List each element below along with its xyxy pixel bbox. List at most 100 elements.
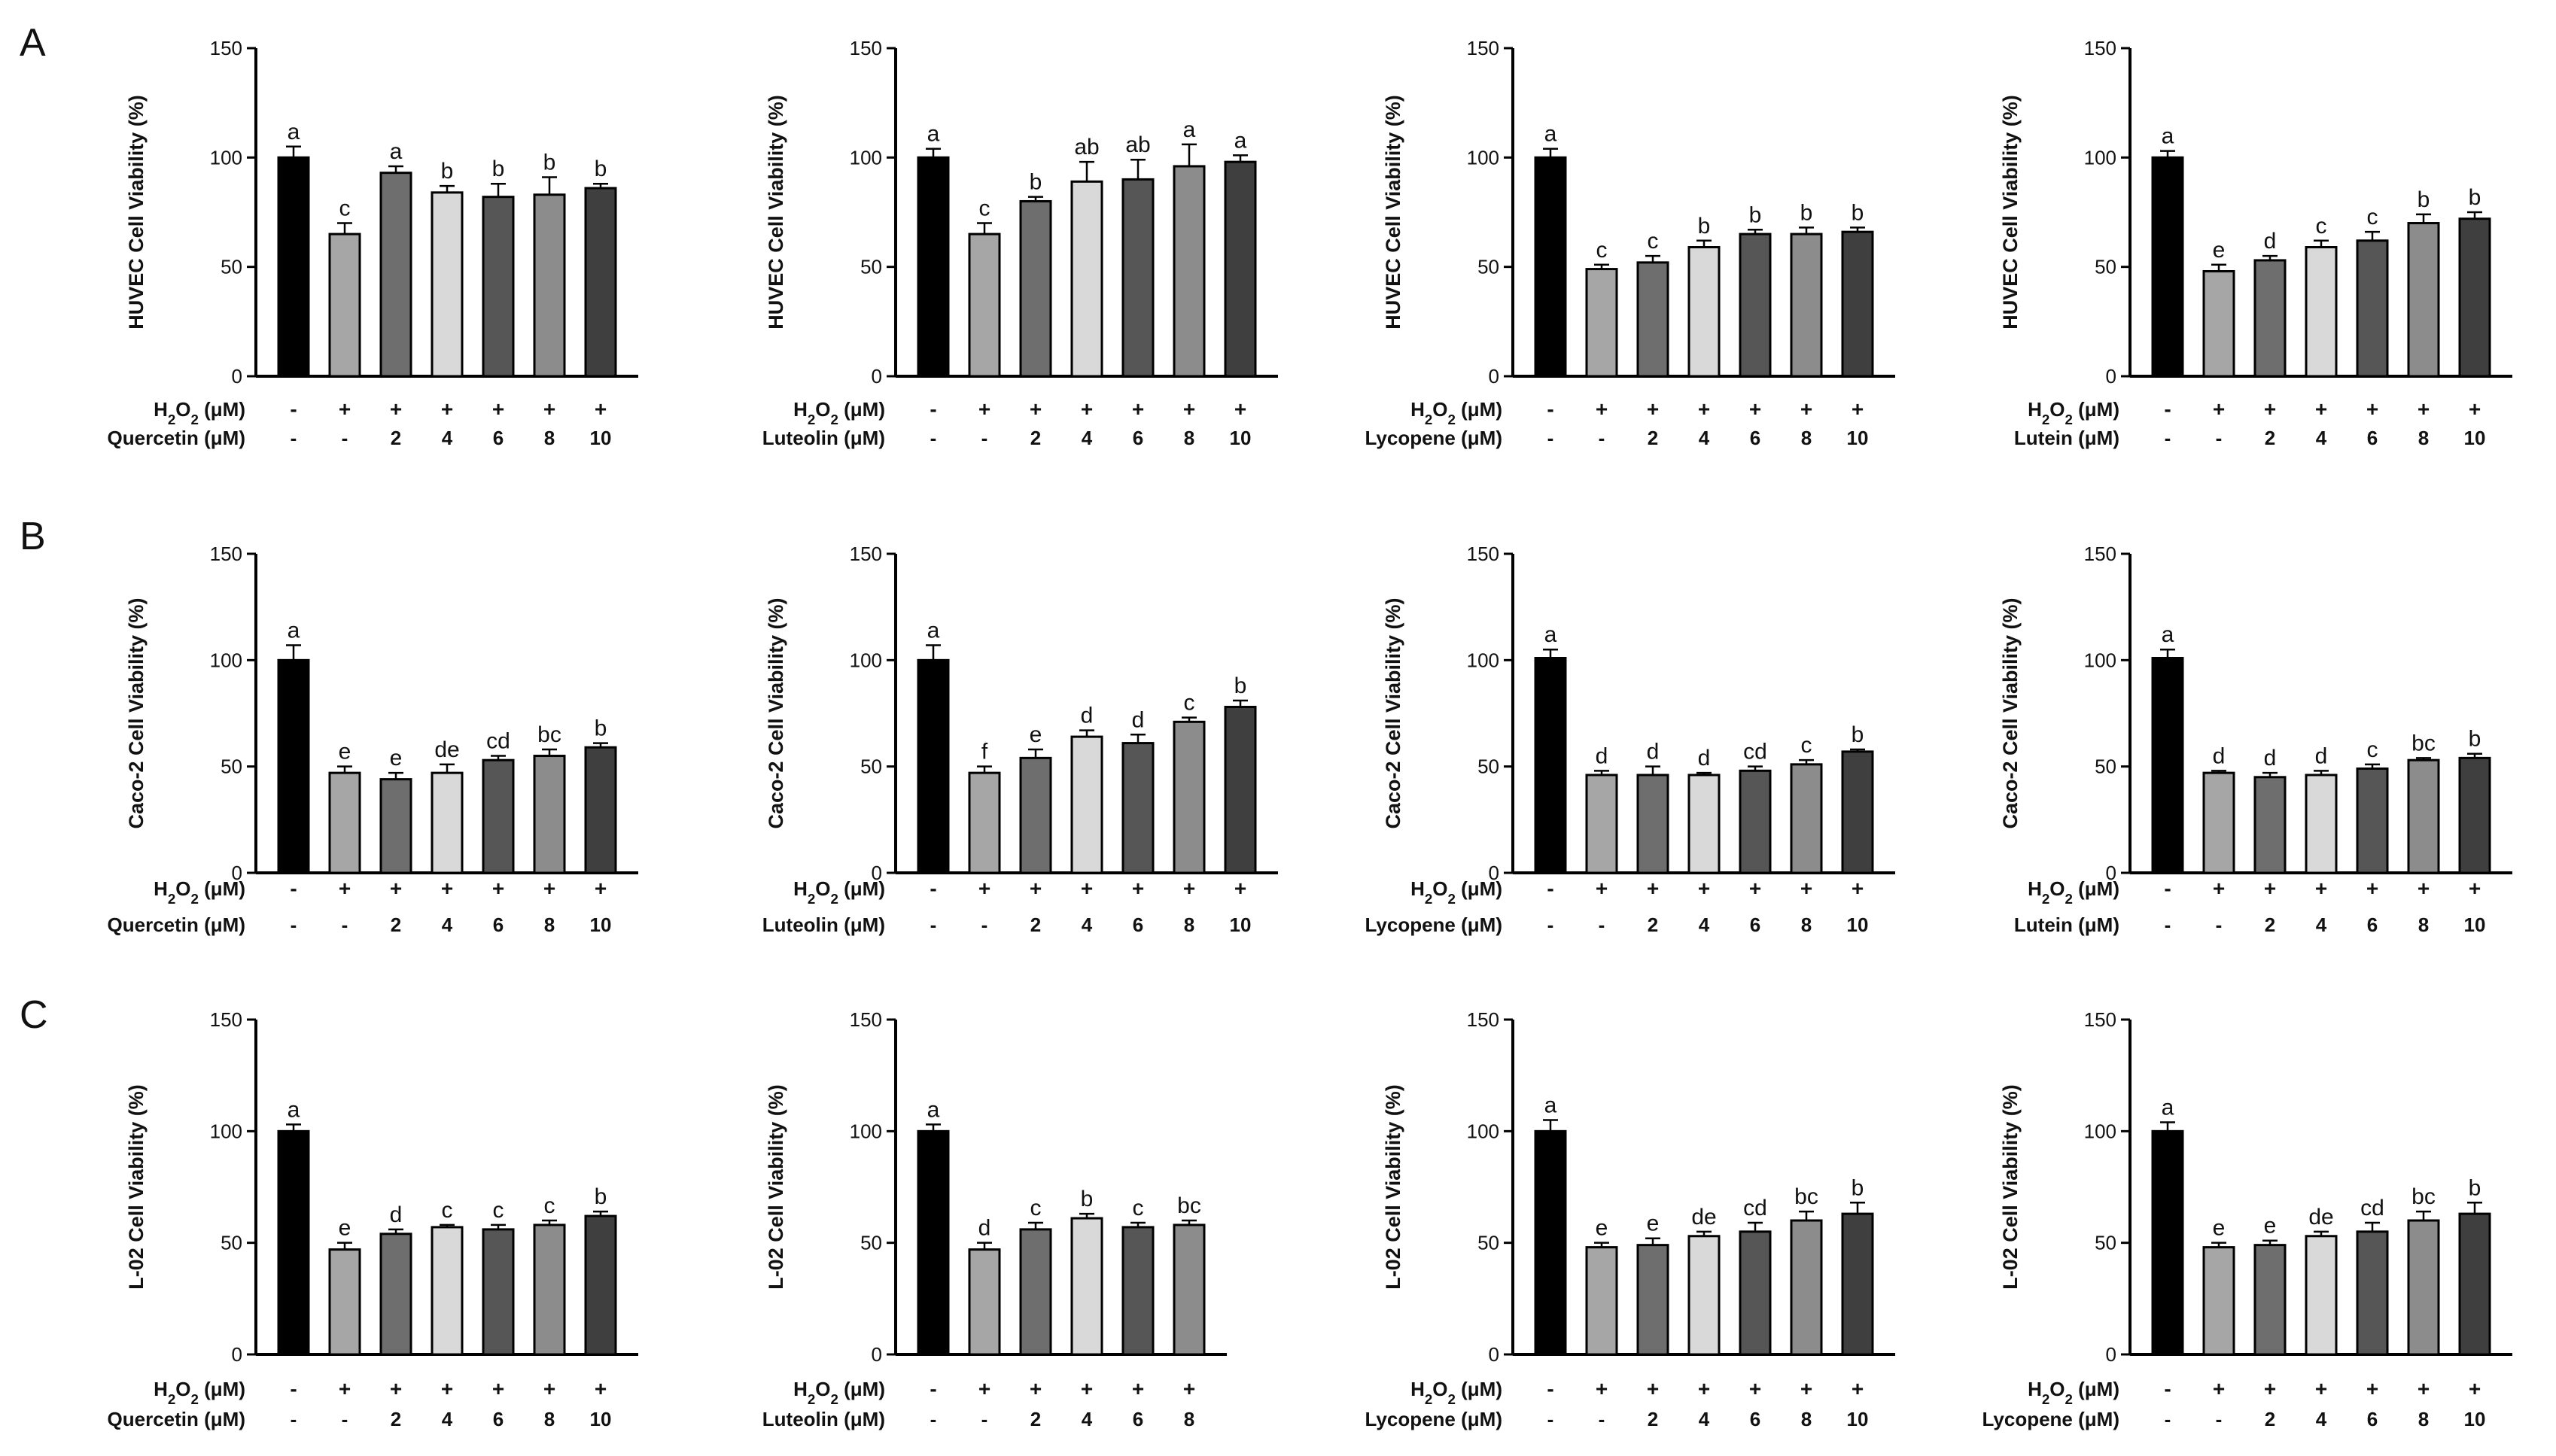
significance-letter: b: [492, 157, 505, 181]
h2o2-sign: +: [1749, 397, 1761, 421]
significance-letter: e: [2213, 1216, 2226, 1241]
h2o2-sign: +: [339, 1377, 351, 1400]
compound-dose: 6: [493, 913, 504, 936]
bar: [1173, 720, 1206, 874]
treatment-row-label: H2O2 (μM): [154, 1378, 245, 1407]
bar: [917, 156, 950, 378]
compound-dose: 6: [1133, 913, 1143, 936]
h2o2-sign: +: [2469, 877, 2481, 900]
y-tick-label: 50: [2095, 256, 2116, 278]
h2o2-sign: +: [2418, 877, 2430, 900]
compound-dose: 4: [1699, 913, 1710, 936]
bar: [533, 755, 566, 874]
significance-letter: b: [595, 716, 607, 741]
bar: [2458, 1212, 2491, 1356]
significance-letter: d: [1647, 740, 1660, 764]
bar: [1636, 261, 1669, 378]
y-tick-label: 50: [1477, 256, 1499, 278]
significance-letter: c: [2367, 737, 2378, 762]
compound-dose: 6: [1133, 427, 1143, 449]
significance-letter: b: [1852, 722, 1864, 747]
bar: [968, 233, 1001, 378]
significance-letter: b: [543, 150, 556, 175]
compound-dose: 10: [1230, 913, 1252, 936]
h2o2-sign: +: [2213, 1377, 2225, 1400]
bar: [1585, 774, 1618, 874]
bar: [1121, 178, 1155, 378]
significance-letter: c: [979, 196, 990, 221]
h2o2-sign: +: [2315, 1377, 2327, 1400]
y-tick-label: 0: [2106, 862, 2116, 884]
y-tick-label: 0: [1489, 365, 1499, 388]
compound-dose: 2: [391, 1408, 401, 1430]
significance-letter: b: [1852, 200, 1864, 225]
h2o2-sign: +: [2469, 1377, 2481, 1400]
significance-letter: b: [595, 1184, 607, 1209]
compound-dose: 2: [2265, 427, 2275, 449]
compound-dose: 2: [1030, 1408, 1041, 1430]
y-axis-label: L-02 Cell Viability (%): [1999, 1084, 2022, 1290]
bar: [533, 193, 566, 378]
significance-letter: a: [1544, 1093, 1557, 1118]
compound-dose: 4: [2316, 913, 2327, 936]
bar: [1636, 1244, 1669, 1356]
significance-letter: f: [981, 740, 988, 764]
significance-letter: e: [1596, 1216, 1608, 1241]
compound-dose: 2: [2265, 913, 2275, 936]
bar: [431, 191, 464, 378]
compound-dose: 4: [2316, 1408, 2327, 1430]
compound-row-label: Lycopene (μM): [1365, 1408, 1502, 1430]
h2o2-sign: -: [930, 397, 936, 421]
bar: [277, 658, 310, 874]
treatment-row-label: H2O2 (μM): [793, 1378, 885, 1407]
bar: [1019, 199, 1052, 378]
compound-dose: -: [930, 1408, 937, 1430]
significance-letter: a: [288, 619, 300, 643]
compound-dose: -: [2165, 427, 2171, 449]
bar: [277, 1129, 310, 1356]
compound-dose: 6: [1750, 427, 1760, 449]
y-tick-label: 100: [1467, 1120, 1499, 1142]
y-tick-label: 100: [2084, 649, 2116, 671]
treatment-row-label: H2O2 (μM): [2028, 1378, 2119, 1407]
bar: [2407, 758, 2440, 874]
bar: [2151, 657, 2184, 874]
y-tick-label: 150: [1467, 1008, 1499, 1031]
bar: [482, 1228, 515, 1356]
significance-letter: d: [2264, 746, 2277, 771]
h2o2-sign: +: [1183, 877, 1195, 900]
bar: [2253, 259, 2287, 378]
compound-dose: 10: [590, 1408, 612, 1430]
h2o2-sign: -: [1547, 1377, 1553, 1400]
significance-letter: b: [1081, 1187, 1094, 1211]
y-tick-label: 150: [1467, 37, 1499, 59]
compound-dose: 8: [544, 1408, 555, 1430]
significance-letter: d: [978, 1216, 991, 1241]
compound-row-label: Quercetin (μM): [108, 1408, 245, 1430]
treatment-row-label: H2O2 (μM): [793, 877, 885, 907]
h2o2-sign: +: [1749, 877, 1761, 900]
bar: [1636, 774, 1669, 874]
panel-label-a: A: [20, 21, 46, 65]
h2o2-sign: +: [441, 397, 453, 421]
y-tick-label: 100: [210, 649, 242, 671]
bar: [1790, 1219, 1823, 1356]
y-tick-label: 100: [1467, 146, 1499, 169]
bar: [1534, 1129, 1567, 1356]
y-tick-label: 50: [221, 256, 242, 278]
h2o2-sign: -: [1547, 397, 1553, 421]
treatment-row-label: H2O2 (μM): [793, 398, 885, 427]
compound-dose: -: [291, 1408, 297, 1430]
bar: [1070, 735, 1103, 874]
bar: [1790, 763, 1823, 874]
compound-dose: 2: [1648, 913, 1658, 936]
y-tick-label: 0: [2106, 1343, 2116, 1366]
h2o2-sign: +: [1647, 397, 1659, 421]
compound-dose: 4: [1082, 427, 1093, 449]
compound-dose: 10: [1847, 913, 1869, 936]
bar: [1841, 750, 1874, 874]
compound-dose: 10: [2464, 1408, 2486, 1430]
treatment-row-label: H2O2 (μM): [1410, 1378, 1502, 1407]
significance-letter: a: [2162, 1095, 2174, 1120]
h2o2-sign: +: [492, 397, 504, 421]
